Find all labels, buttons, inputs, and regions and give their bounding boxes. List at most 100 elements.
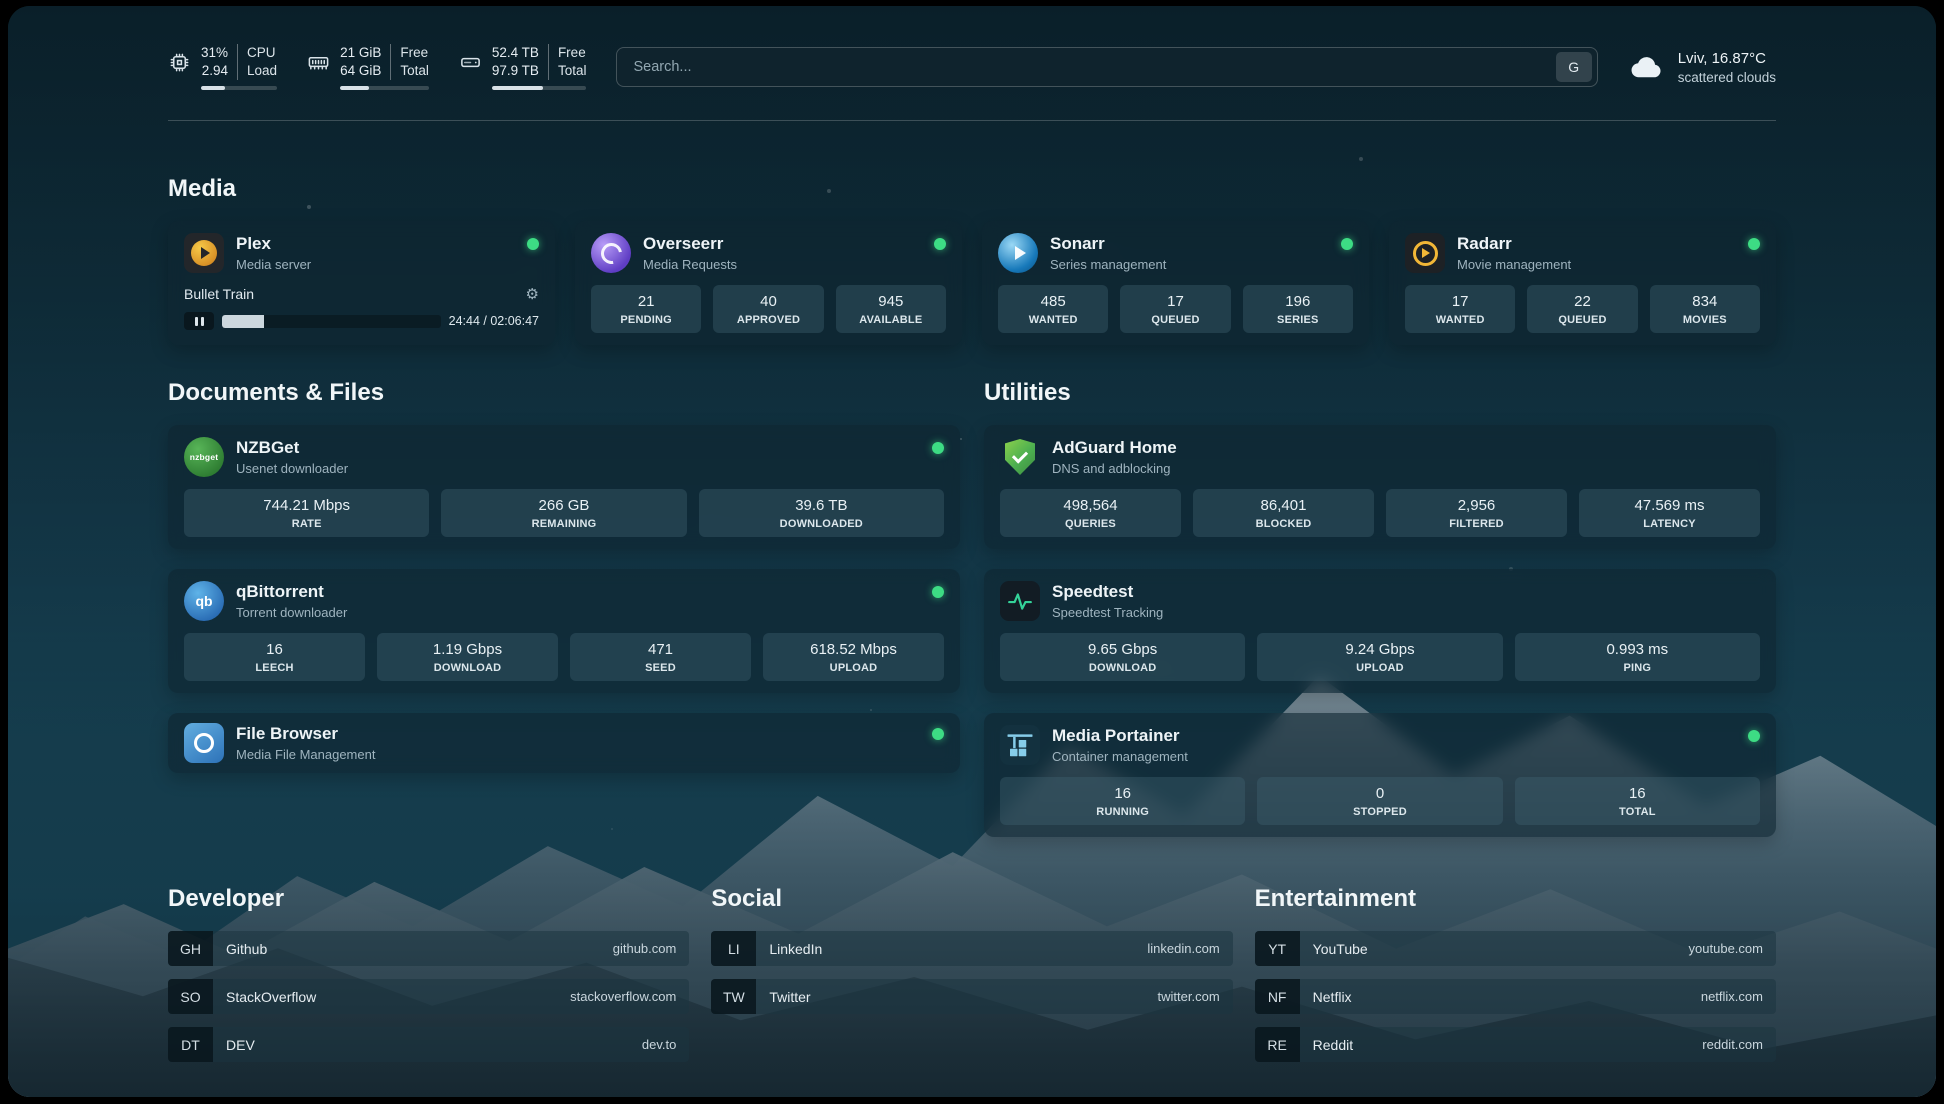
status-online-dot [1341, 238, 1353, 250]
disk-total-label: Total [557, 63, 587, 78]
section-entertainment: Entertainment YT YouTube youtube.com NF … [1254, 885, 1776, 1062]
bookmark-netflix[interactable]: NF Netflix netflix.com [1254, 979, 1776, 1014]
bookmark-name: StackOverflow [226, 988, 317, 1005]
bookmark-twitter[interactable]: TW Twitter twitter.com [711, 979, 1233, 1014]
section-title-utilities: Utilities [984, 379, 1071, 406]
bookmark-url: stackoverflow.com [570, 989, 677, 1004]
topbar: 31% 2.94 CPU Load [168, 40, 1776, 94]
search-engine-google-button[interactable]: G [1555, 52, 1592, 82]
app-subtitle: Torrent downloader [236, 605, 348, 620]
stat-blocked: 86,401 BLOCKED [1193, 489, 1374, 537]
disk-progress-fill [491, 86, 543, 91]
stat-pending: 21 PENDING [591, 285, 702, 333]
app-card-qbittorrent[interactable]: qb qBittorrent Torrent downloader 16 [168, 569, 960, 693]
app-card-radarr[interactable]: Radarr Movie management 17 WANTED 22 QUE… [1389, 221, 1776, 345]
app-title: Plex [236, 234, 271, 253]
section-title-social: Social [711, 885, 783, 912]
stat-latency: 47.569 ms LATENCY [1579, 489, 1760, 537]
gear-icon[interactable] [526, 287, 539, 302]
sonarr-icon [998, 233, 1038, 273]
app-subtitle: Series management [1050, 257, 1167, 272]
stat-wanted: 485 WANTED [998, 285, 1109, 333]
app-card-nzbget[interactable]: nzbget NZBGet Usenet downloader 744.21 M… [168, 425, 960, 549]
app-subtitle: Movie management [1457, 257, 1572, 272]
bookmark-abbr: NF [1254, 979, 1300, 1014]
bookmark-github[interactable]: GH Github github.com [168, 931, 690, 966]
section-developer: Developer GH Github github.com SO StackO… [168, 885, 690, 1062]
app-card-plex[interactable]: Plex Media server Bullet Train [168, 221, 555, 345]
disk-free-label: Free [557, 44, 586, 60]
stat-queued: 22 QUEUED [1527, 285, 1638, 333]
bookmark-name: Github [226, 940, 268, 957]
app-title: Overseerr [643, 234, 724, 253]
disk-metric: 52.4 TB 97.9 TB Free Total [459, 43, 587, 91]
section-social: Social LI LinkedIn linkedin.com TW Twitt… [711, 885, 1233, 1014]
bookmark-name: Netflix [1312, 988, 1352, 1005]
ram-metric: 21 GiB 64 GiB Free Total [307, 43, 429, 91]
stat-seed: 471 SEED [570, 633, 751, 681]
app-title: qBittorrent [236, 582, 324, 601]
weather-widget: Lviv, 16.87°C scattered clouds [1628, 48, 1776, 86]
speedtest-heartbeat-icon [1000, 581, 1040, 621]
cpu-load-label: Load [247, 63, 278, 78]
stat-downloaded: 39.6 TB DOWNLOADED [698, 489, 944, 537]
app-card-overseerr[interactable]: Overseerr Media Requests 21 PENDING 40 A… [575, 221, 962, 345]
section-media: Media Plex Media server Bullet Train [168, 175, 1776, 345]
status-online-dot [527, 238, 539, 250]
status-online-dot [932, 442, 944, 454]
section-documents: Documents & Files nzbget NZBGet Usenet d… [168, 379, 960, 773]
adguard-shield-icon [1000, 437, 1040, 477]
app-subtitle: Usenet downloader [236, 461, 349, 476]
bookmark-name: LinkedIn [769, 940, 823, 957]
stat-movies: 834 MOVIES [1649, 285, 1760, 333]
playback-progress-bar[interactable] [222, 314, 441, 328]
overseerr-icon [591, 233, 631, 273]
bookmark-reddit[interactable]: RE Reddit reddit.com [1254, 1027, 1776, 1062]
app-card-portainer[interactable]: Media Portainer Container management 16 … [984, 713, 1776, 837]
stat-leech: 16 LEECH [184, 633, 365, 681]
stat-queued: 17 QUEUED [1120, 285, 1231, 333]
cpu-progress-fill [201, 86, 225, 91]
bookmark-youtube[interactable]: YT YouTube youtube.com [1254, 931, 1776, 966]
bookmark-url: github.com [612, 941, 677, 956]
bookmark-stackoverflow[interactable]: SO StackOverflow stackoverflow.com [168, 979, 690, 1014]
stat-series: 196 SERIES [1242, 285, 1353, 333]
status-online-dot [932, 586, 944, 598]
stat-rate: 744.21 Mbps RATE [184, 489, 430, 537]
topbar-divider [168, 120, 1776, 121]
app-title: Radarr [1457, 234, 1512, 253]
ram-free-value: 21 GiB [340, 44, 382, 60]
playback-time: 24:44 / 02:06:47 [448, 314, 539, 328]
app-card-sonarr[interactable]: Sonarr Series management 485 WANTED 17 Q… [982, 221, 1369, 345]
bookmark-name: DEV [226, 1036, 255, 1053]
bookmark-abbr: SO [168, 979, 213, 1014]
app-card-speedtest[interactable]: Speedtest Speedtest Tracking 9.65 Gbps D… [984, 569, 1776, 693]
cpu-progress-bar [201, 86, 278, 91]
stat-total: 16 TOTAL [1514, 777, 1760, 825]
pause-button[interactable] [184, 312, 214, 330]
bookmark-url: twitter.com [1157, 989, 1220, 1004]
status-online-dot [932, 728, 944, 740]
bookmark-dev[interactable]: DT DEV dev.to [168, 1027, 690, 1062]
playback-progress-fill [222, 314, 264, 328]
bookmark-url: reddit.com [1702, 1037, 1763, 1052]
status-online-dot [1748, 730, 1760, 742]
radarr-icon [1405, 233, 1445, 273]
bookmark-abbr: GH [168, 931, 213, 966]
status-online-dot [934, 238, 946, 250]
app-title: AdGuard Home [1052, 438, 1177, 457]
app-card-adguard[interactable]: AdGuard Home DNS and adblocking 498,564 … [984, 425, 1776, 549]
search-input[interactable] [631, 58, 1556, 76]
storage-disk-icon [460, 57, 480, 67]
stat-remaining: 266 GB REMAINING [441, 489, 687, 537]
bookmark-url: netflix.com [1700, 989, 1763, 1004]
ram-progress-fill [340, 86, 370, 91]
ram-progress-bar [340, 86, 429, 91]
search-bar: G [616, 47, 1598, 87]
stat-download: 1.19 Gbps DOWNLOAD [377, 633, 558, 681]
plex-icon [184, 233, 224, 273]
qbittorrent-icon: qb [184, 581, 224, 621]
bookmark-linkedin[interactable]: LI LinkedIn linkedin.com [711, 931, 1233, 966]
app-card-filebrowser[interactable]: File Browser Media File Management [168, 713, 960, 773]
cpu-label: CPU [247, 44, 276, 60]
